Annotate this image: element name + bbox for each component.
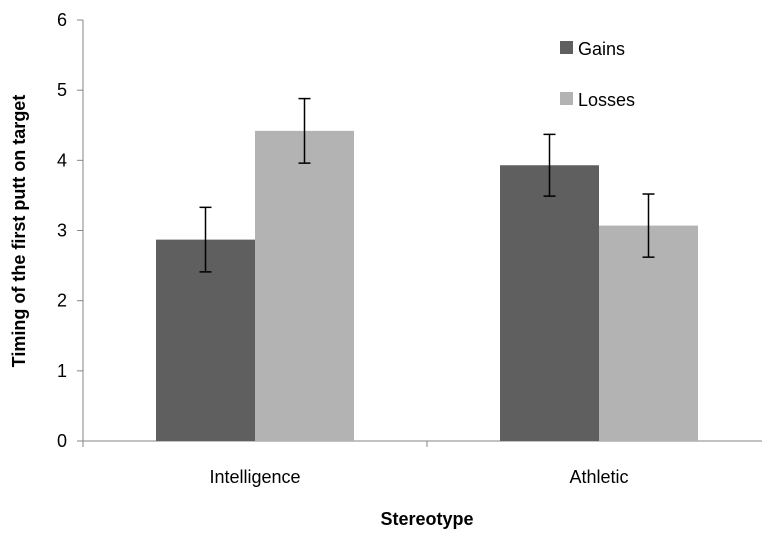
legend-swatch-losses: [560, 92, 573, 105]
x-tick-label: Athletic: [569, 467, 628, 487]
y-tick-label: 4: [57, 150, 67, 170]
error-bars: [199, 97, 655, 273]
bar-losses-intelligence: [255, 130, 354, 441]
y-tick-label: 1: [57, 361, 67, 381]
tick-labels: 0 1 2 3 4 5 6 Intelligence Athletic: [57, 10, 629, 487]
bar-gains-athletic: [500, 165, 599, 441]
y-tick-label: 3: [57, 221, 67, 241]
bars: [156, 130, 698, 441]
legend-label-losses: Losses: [578, 90, 635, 110]
y-tick-label: 0: [57, 431, 67, 451]
bar-gains-intelligence: [156, 239, 255, 441]
legend: Gains Losses: [560, 39, 635, 110]
legend-label-gains: Gains: [578, 39, 625, 59]
x-axis-title: Stereotype: [380, 509, 473, 529]
y-tick-label: 2: [57, 291, 67, 311]
y-tick-label: 5: [57, 80, 67, 100]
y-axis-title: Timing of the first putt on target: [9, 95, 29, 368]
bar-losses-athletic: [599, 225, 698, 441]
x-tick-label: Intelligence: [209, 467, 300, 487]
legend-swatch-gains: [560, 41, 573, 54]
y-tick-label: 6: [57, 10, 67, 30]
